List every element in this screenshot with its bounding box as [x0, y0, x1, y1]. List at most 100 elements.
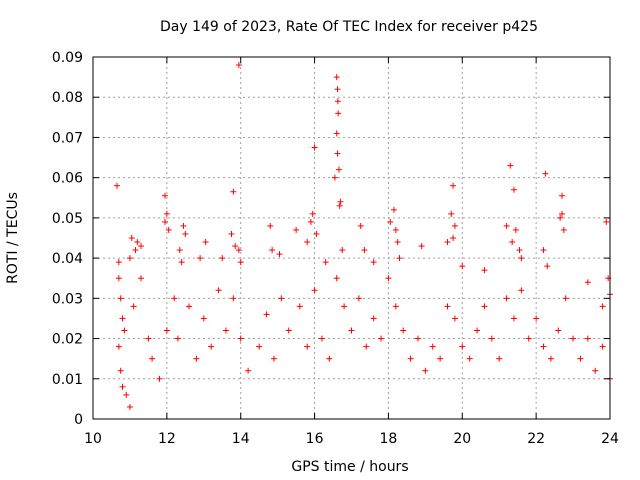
- data-point: [219, 255, 226, 262]
- plot-frame: [92, 56, 611, 420]
- data-point: [186, 303, 193, 310]
- data-point: [208, 343, 215, 350]
- x-tick-label: 12: [158, 431, 176, 447]
- data-point: [182, 230, 189, 237]
- data-point: [309, 210, 316, 217]
- data-point: [202, 239, 209, 246]
- data-point: [503, 295, 510, 302]
- x-tick-label: 18: [380, 431, 398, 447]
- data-point: [162, 192, 169, 199]
- y-axis-label: ROTI / TECUs: [5, 192, 21, 284]
- data-point: [278, 295, 285, 302]
- data-point: [459, 343, 466, 350]
- data-point: [341, 303, 348, 310]
- data-point: [400, 327, 407, 334]
- data-point: [336, 202, 343, 209]
- data-point: [422, 367, 429, 374]
- data-point: [276, 251, 283, 258]
- data-point: [138, 275, 145, 282]
- data-point: [163, 327, 170, 334]
- x-axis-label: GPS time / hours: [291, 459, 408, 475]
- data-point: [115, 343, 122, 350]
- data-point: [540, 343, 547, 350]
- data-point: [267, 222, 274, 229]
- x-tick-label: 24: [601, 431, 619, 447]
- data-point: [318, 335, 325, 342]
- y-tick-label: 0.01: [52, 372, 83, 388]
- data-point: [510, 315, 517, 322]
- data-point: [126, 403, 133, 410]
- data-point: [119, 315, 126, 322]
- data-point: [162, 218, 169, 225]
- data-point: [326, 355, 333, 362]
- data-point: [156, 375, 163, 382]
- data-point: [547, 355, 554, 362]
- data-point: [222, 327, 229, 334]
- data-point: [451, 222, 458, 229]
- data-point: [512, 226, 519, 233]
- data-point: [331, 174, 338, 181]
- data-point: [518, 255, 525, 262]
- x-tick-label: 14: [232, 431, 250, 447]
- data-point: [488, 335, 495, 342]
- data-point: [518, 287, 525, 294]
- data-point: [337, 198, 344, 205]
- data-point: [215, 287, 222, 294]
- data-point: [459, 263, 466, 270]
- data-point: [193, 355, 200, 362]
- data-point: [114, 182, 121, 189]
- data-point: [599, 343, 606, 350]
- data-point: [126, 255, 133, 262]
- data-point: [200, 315, 207, 322]
- data-point: [503, 222, 510, 229]
- data-point: [333, 130, 340, 137]
- data-point: [496, 355, 503, 362]
- y-tick-labels: 0 0.01 0.02 0.03 0.04 0.05 0.06 0.07 0.08 0.09: [52, 50, 83, 428]
- data-point: [311, 144, 318, 151]
- data-point: [577, 355, 584, 362]
- data-point: [197, 255, 204, 262]
- data-point: [544, 263, 551, 270]
- data-point: [448, 210, 455, 217]
- data-point: [134, 239, 141, 246]
- data-point: [466, 355, 473, 362]
- data-point: [525, 335, 532, 342]
- x-tick-label: 10: [84, 431, 102, 447]
- data-point: [333, 275, 340, 282]
- data-point: [592, 367, 599, 374]
- y-tick-label: 0: [74, 412, 83, 428]
- data-point: [509, 239, 516, 246]
- data-point: [119, 383, 126, 390]
- data-point: [562, 295, 569, 302]
- data-point: [307, 218, 314, 225]
- y-tick-label: 0.02: [52, 332, 83, 348]
- data-point: [385, 275, 392, 282]
- data-point: [145, 335, 152, 342]
- data-point: [263, 311, 270, 318]
- data-point: [128, 235, 135, 241]
- data-point: [123, 391, 130, 398]
- grid: [93, 57, 610, 419]
- data-point: [599, 303, 606, 310]
- data-point: [256, 343, 263, 350]
- data-point: [437, 355, 444, 362]
- data-point: [335, 110, 342, 117]
- x-tick-label: 16: [306, 431, 324, 447]
- data-point: [293, 226, 300, 233]
- data-point: [232, 243, 239, 250]
- y-tick-label: 0.07: [52, 130, 83, 146]
- data-point: [558, 192, 565, 199]
- data-point: [474, 327, 481, 334]
- data-point: [584, 279, 591, 286]
- data-point: [407, 355, 414, 362]
- data-point: [117, 367, 124, 374]
- y-tick-label: 0.06: [52, 171, 83, 187]
- data-point: [392, 303, 399, 310]
- data-point: [285, 327, 292, 334]
- data-point: [165, 226, 172, 233]
- axis-ticks: [92, 56, 611, 420]
- data-points: [114, 62, 613, 410]
- data-point: [387, 218, 394, 225]
- data-point: [334, 150, 341, 157]
